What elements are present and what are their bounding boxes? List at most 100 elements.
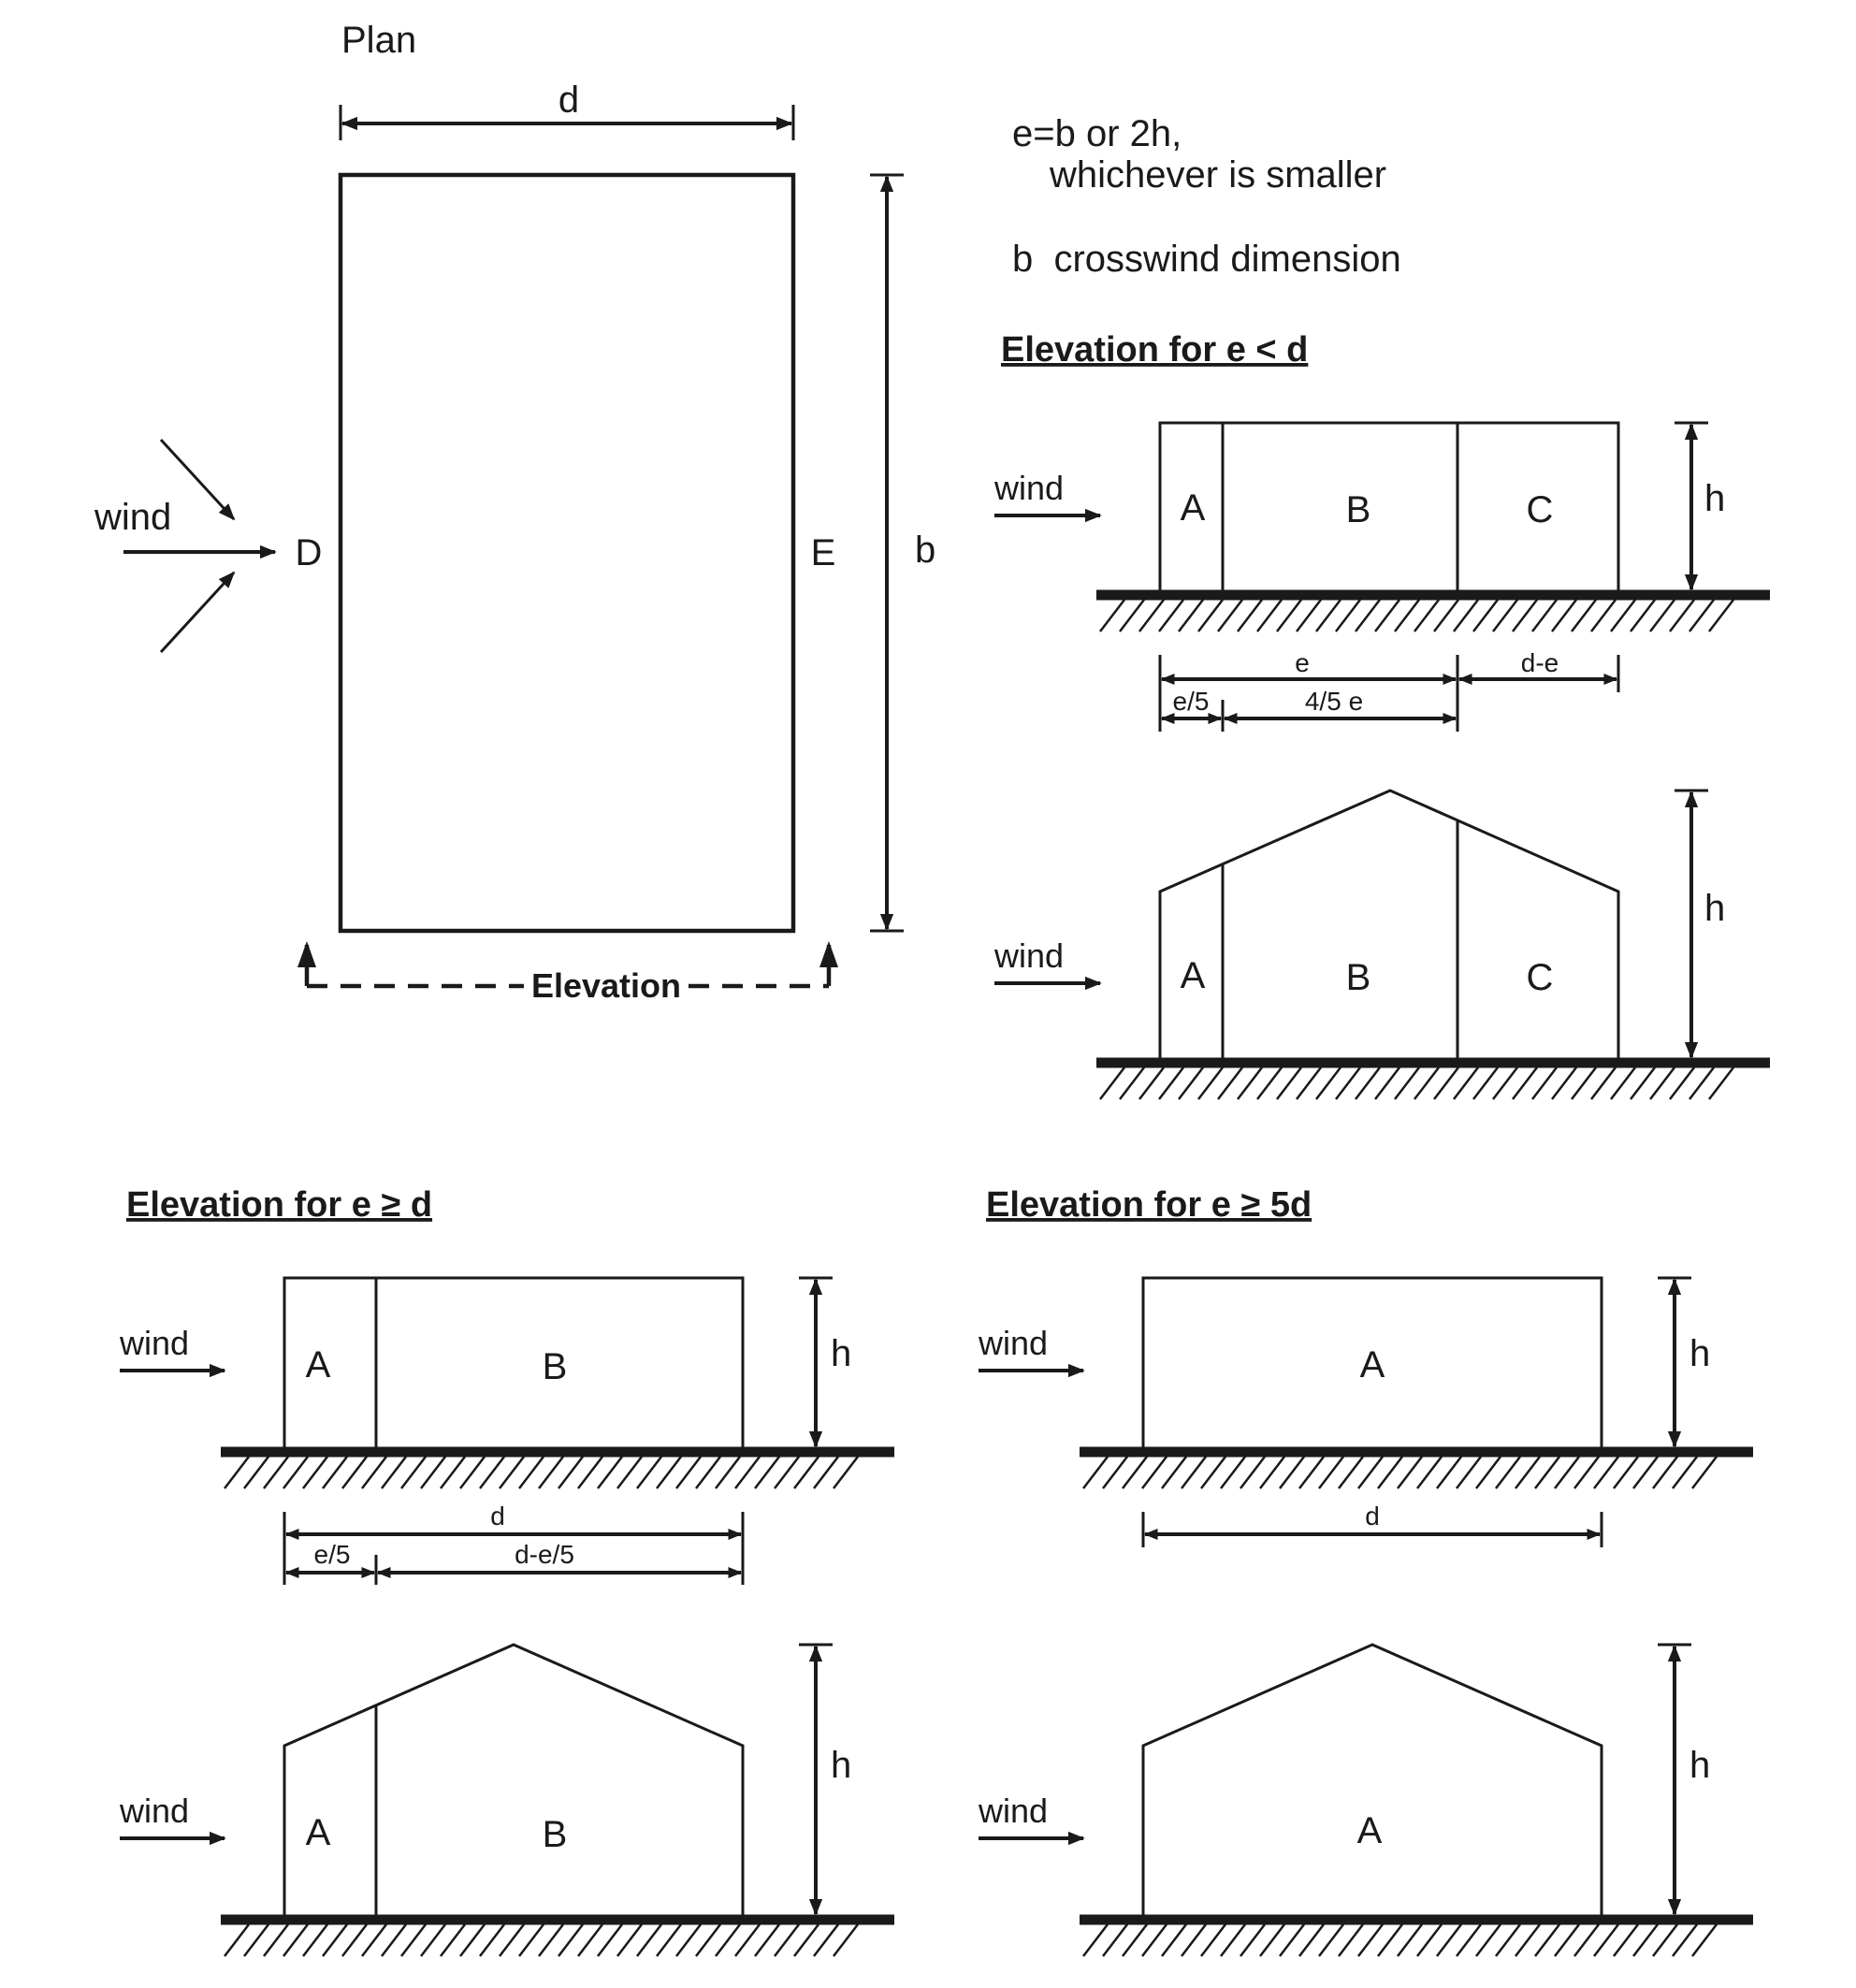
hatch-stroke [1178,1067,1204,1100]
dim-e-label: e [1295,648,1310,677]
hatch-stroke [341,1923,368,1957]
gable-building-outline [283,1643,745,1916]
plan-view: Plan d b D E wind Elevation [94,20,935,1005]
hatch-stroke [754,1456,780,1489]
hatch-stroke [1240,1923,1266,1957]
hatch-stroke [1338,1456,1364,1489]
hatch-stroke [400,1456,427,1489]
hatch-stroke [1632,1456,1659,1489]
gable-wind-label: wind [993,936,1064,975]
hatch-stroke [715,1923,741,1957]
definitions: e=b or 2h, whichever is smaller b crossw… [1012,113,1401,280]
hatch-stroke [1554,1923,1580,1957]
dim-e5-label: e/5 [1173,687,1210,716]
hatch-stroke [558,1456,584,1489]
zone-a-label: A [306,1344,331,1386]
dim-45e-label: 4/5 e [1305,687,1363,716]
hatch-stroke [1298,1923,1325,1957]
hatch-stroke [1397,1456,1423,1489]
hatch-stroke [1217,599,1243,632]
gable-ground-hatching [224,1923,859,1957]
hatch-stroke [1691,1456,1718,1489]
zone-a-label: A [1360,1344,1385,1386]
hatch-stroke [1652,1456,1678,1489]
hatch-stroke [1082,1456,1109,1489]
hatch-stroke [1315,599,1341,632]
hatch-stroke [1630,1067,1656,1100]
hatch-stroke [1181,1923,1207,1957]
hatch-stroke [302,1923,328,1957]
gable-zone-a-label: A [1181,955,1206,996]
hatch-stroke [400,1923,427,1957]
hatch-stroke [1256,1067,1283,1100]
dim-d-minus-e5-label: d-e/5 [515,1540,574,1569]
hatch-stroke [1456,1456,1482,1489]
hatch-stroke [1573,1456,1600,1489]
ground-hatching [1082,1456,1718,1489]
hatch-stroke [1276,599,1302,632]
plan-b-label: b [915,530,935,571]
zone-b-label: B [1346,489,1371,530]
gable-height-label: h [1689,1745,1710,1786]
hatch-stroke [793,1923,819,1957]
hatch-stroke [499,1923,525,1957]
plan-wind-arrow-upper [159,438,236,521]
hatch-stroke [1534,1923,1560,1957]
hatch-stroke [1691,1923,1718,1957]
height-label: h [1689,1333,1710,1374]
hatch-stroke [1593,1923,1619,1957]
plan-face-d: D [296,532,323,573]
hatch-stroke [1689,599,1715,632]
hatch-stroke [1571,1067,1597,1100]
hatch-stroke [1534,1456,1560,1489]
hatch-stroke [1220,1923,1246,1957]
hatch-stroke [1355,1067,1381,1100]
hatch-stroke [616,1923,643,1957]
hatch-stroke [1259,1923,1285,1957]
hatch-stroke [715,1456,741,1489]
hatch-stroke [1433,1067,1459,1100]
hatch-stroke [1279,1456,1305,1489]
hatch-stroke [597,1923,623,1957]
hatch-stroke [1593,1456,1619,1489]
hatch-stroke [224,1923,250,1957]
hatch-stroke [1240,1456,1266,1489]
hatch-stroke [1355,599,1381,632]
hatch-stroke [1315,1067,1341,1100]
plan-wind-label: wind [94,497,171,538]
hatch-stroke [499,1456,525,1489]
hatch-stroke [1237,1067,1263,1100]
gable-wind-label: wind [119,1792,189,1830]
hatch-stroke [1138,599,1165,632]
hatch-stroke [459,1456,486,1489]
height-label: h [1704,478,1725,519]
hatch-stroke [1374,1067,1400,1100]
hatch-stroke [1298,1456,1325,1489]
hatch-stroke [813,1923,839,1957]
plan-building-outline [338,172,796,934]
hatch-stroke [420,1923,446,1957]
hatch-stroke [1318,1456,1344,1489]
hatch-stroke [1178,599,1204,632]
note-e-definition-1: e=b or 2h, [1012,113,1182,154]
hatch-stroke [1531,599,1558,632]
hatch-stroke [1122,1456,1148,1489]
hatch-stroke [1377,1923,1403,1957]
hatch-stroke [1414,599,1440,632]
hatch-stroke [283,1456,309,1489]
hatch-stroke [1414,1067,1440,1100]
hatch-stroke [1197,599,1224,632]
hatch-stroke [224,1456,250,1489]
gable-zone-a-label: A [306,1812,331,1853]
hatch-stroke [538,1923,564,1957]
hatch-stroke [1394,1067,1420,1100]
hatch-stroke [1122,1923,1148,1957]
hatch-stroke [1554,1456,1580,1489]
flat-building-outline [283,1276,745,1452]
hatch-stroke [1672,1923,1698,1957]
note-e-definition-2: whichever is smaller [1049,154,1386,196]
wind-label: wind [978,1324,1048,1362]
hatch-stroke [597,1456,623,1489]
hatch-stroke [1397,1923,1423,1957]
hatch-stroke [1099,599,1125,632]
